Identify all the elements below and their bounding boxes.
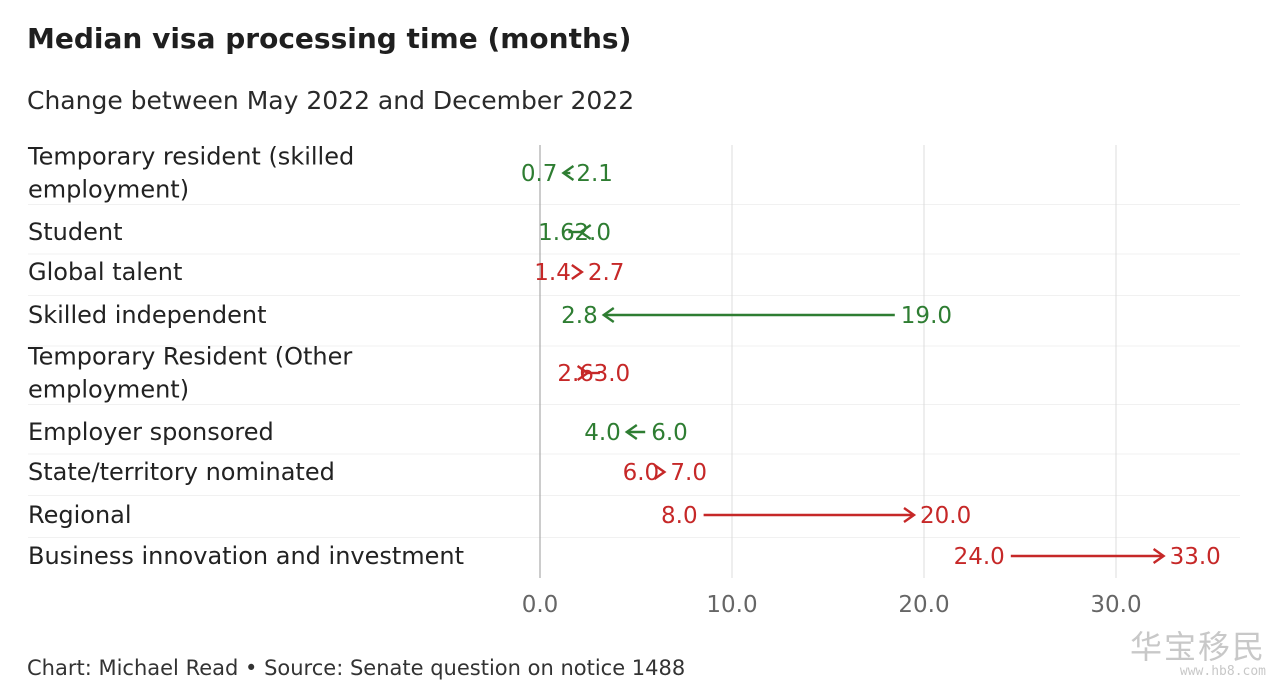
category-label: Regional (28, 501, 132, 529)
chart-footer: Chart: Michael Read • Source: Senate que… (27, 656, 686, 680)
category-label: Skilled independent (28, 301, 266, 329)
arrow-marks: 2.10.72.01.61.4 2.719.02.82.6 3.06.04.06.0… (521, 161, 1221, 570)
category-label: Temporary Resident (Other (27, 343, 352, 371)
arrow-head (601, 307, 615, 323)
dec-2022-value-label: 0.7 (521, 161, 558, 187)
category-label: employment) (28, 376, 189, 404)
dec-2022-value-label: 1.6 (538, 220, 575, 246)
chart-subtitle: Change between May 2022 and December 202… (27, 86, 635, 115)
x-tick-label: 30.0 (1090, 592, 1141, 618)
arrow-head (571, 264, 584, 280)
arrow-head (653, 464, 667, 480)
may-2022-value-label: 6.0 (651, 420, 688, 446)
category-label: State/territory nominated (28, 458, 335, 486)
dec-2022-value-label: 20.0 (920, 503, 971, 529)
may-2022-value-label: 2.1 (576, 161, 613, 187)
watermark-text: 华宝移民 (1129, 628, 1266, 666)
may-2022-value-label: 2.6 (557, 361, 594, 387)
dec-2022-value-label: 7.0 (670, 460, 707, 486)
x-axis-ticks: 0.0 10.0 20.0 30.0 (522, 592, 1142, 618)
x-tick-label: 20.0 (898, 592, 949, 618)
arrow-head (561, 165, 575, 181)
watermark-logo: 华宝移民 www.hb8.com (1130, 622, 1266, 679)
dec-2022-value-label: 4.0 (584, 420, 621, 446)
x-tick-label: 10.0 (706, 592, 757, 618)
arrow-head (1152, 548, 1166, 564)
dec-2022-value-label: 2.8 (561, 303, 598, 329)
category-label: Student (28, 218, 122, 246)
arrow-head (578, 224, 592, 240)
arrow-head (576, 365, 590, 381)
category-label: Employer sponsored (28, 418, 274, 446)
dec-2022-value-label: 2.7 (588, 260, 625, 286)
may-2022-value-label: 1.4 (534, 260, 571, 286)
category-label: Business innovation and investment (28, 542, 464, 570)
may-2022-value-label: 6.0 (623, 460, 660, 486)
dec-2022-value-label: 33.0 (1170, 544, 1221, 570)
category-label: employment) (28, 176, 189, 204)
grid-layer (28, 145, 1240, 578)
may-2022-value-label: 2.0 (574, 220, 611, 246)
category-labels: Temporary resident (skilled employment) St… (27, 143, 464, 571)
x-tick-label: 0.0 (522, 592, 559, 618)
watermark-url: www.hb8.com (1179, 664, 1266, 679)
chart-title: Median visa processing time (months) (27, 22, 632, 55)
category-label: Global talent (28, 258, 182, 286)
may-2022-value-label: 8.0 (661, 503, 698, 529)
may-2022-value-label: 24.0 (954, 544, 1005, 570)
arrow-head (624, 424, 638, 440)
dec-2022-value-label: 3.0 (594, 361, 631, 387)
category-label: Temporary resident (skilled (27, 143, 354, 171)
may-2022-value-label: 19.0 (901, 303, 952, 329)
arrow-head (903, 507, 917, 523)
